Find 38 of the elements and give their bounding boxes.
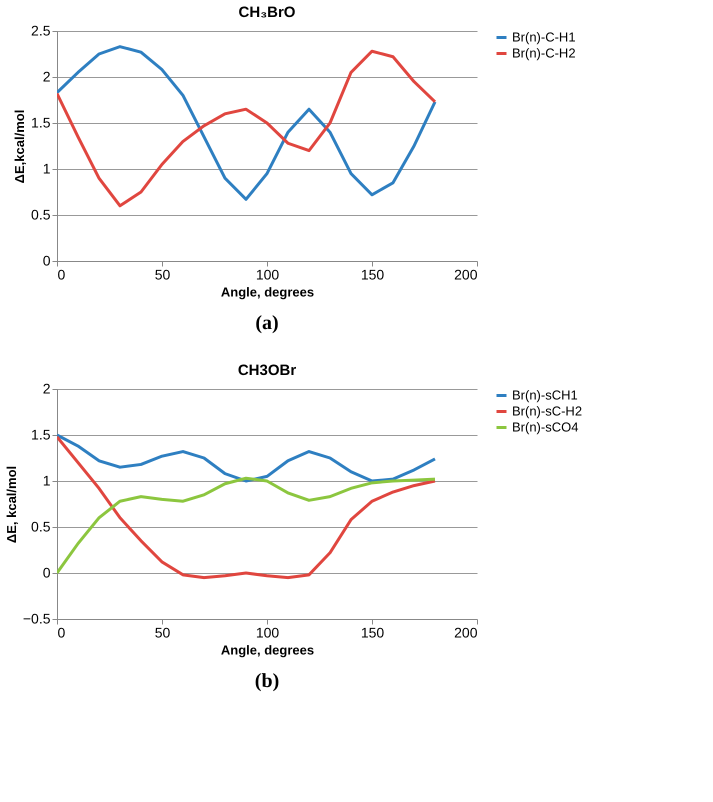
legend-label: Br(n)-sC-H2 <box>512 404 582 418</box>
x-tick-label: 100 <box>256 266 280 282</box>
x-tick-label: 0 <box>58 266 66 282</box>
y-tick-label: −0.5 <box>22 610 51 626</box>
legend-label: Br(n)-C-H1 <box>512 30 576 44</box>
y-tick-label: 1 <box>42 160 51 176</box>
y-tick-label: 0.5 <box>31 206 51 222</box>
x-tick-label: 150 <box>360 624 384 640</box>
y-tick-label: 0 <box>42 564 51 580</box>
x-tick-label: 200 <box>454 266 478 282</box>
x-tick-label: 0 <box>58 624 66 640</box>
x-axis-title: Angle, degrees <box>220 284 314 300</box>
text: (b) <box>254 670 280 692</box>
y-tick-label: 0.5 <box>31 518 51 534</box>
y-tick-label: 2 <box>42 380 51 396</box>
y-tick-label: 2 <box>42 68 51 84</box>
x-tick-label: 200 <box>454 624 478 640</box>
y-axis-title: ΔE,kcal/mol <box>12 110 28 184</box>
y-axis-title: ΔE, kcal/mol <box>4 466 19 544</box>
y-tick-label: 2.5 <box>31 22 51 38</box>
legend-label: Br(n)-C-H2 <box>512 46 576 60</box>
text: (a) <box>255 312 279 334</box>
chart-title: CH₃BrO <box>238 4 296 21</box>
x-tick-label: 50 <box>154 266 170 282</box>
y-tick-label: 1 <box>42 472 51 488</box>
x-tick-label: 100 <box>256 624 280 640</box>
chart-title: CH3OBr <box>238 362 296 379</box>
line-series <box>57 434 436 482</box>
y-tick-label: 1.5 <box>31 426 51 442</box>
line-series <box>57 435 436 580</box>
legend-label: Br(n)-sCH1 <box>512 388 578 402</box>
y-tick-label: 1.5 <box>31 114 51 130</box>
y-tick-label: 0 <box>42 252 51 268</box>
x-tick-label: 150 <box>360 266 384 282</box>
legend-label: Br(n)-sCO4 <box>512 420 578 434</box>
x-axis-title: Angle, degrees <box>220 642 314 658</box>
x-tick-label: 50 <box>154 624 170 640</box>
line-series <box>57 476 436 574</box>
